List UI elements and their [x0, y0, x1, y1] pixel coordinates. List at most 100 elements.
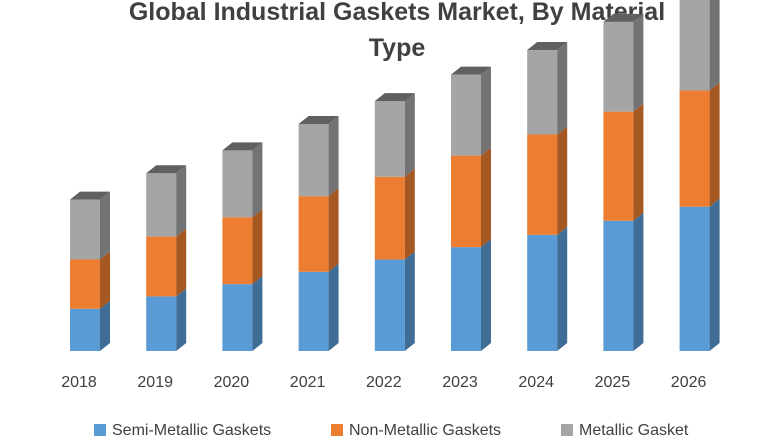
x-axis-ticks: 2018 2019 2020 2021 2022 2023 2024 2025 2026 — [61, 374, 706, 391]
bar-stack-2020 — [222, 142, 263, 351]
bar-side — [252, 276, 263, 351]
legend-item-non-metallic-gaskets: Non-Metallic Gaskets — [331, 422, 501, 439]
bar-metallic-gasket-2021 — [298, 115, 339, 197]
bar-side — [404, 93, 415, 177]
bar-front — [527, 234, 558, 351]
bar-non-metallic-gaskets-2025 — [603, 103, 644, 221]
bar-top — [222, 142, 263, 151]
bar-stack-2018 — [70, 191, 110, 351]
bar-side — [100, 191, 110, 260]
x-tick-label: 2026 — [671, 374, 707, 391]
bar-side — [633, 13, 644, 112]
bar-metallic-gasket-2022 — [374, 93, 415, 177]
bar-side — [100, 300, 110, 351]
bar-non-metallic-gaskets-2020 — [222, 209, 263, 285]
bar-side — [481, 239, 491, 351]
bar-semi-metallic-gaskets-2024 — [527, 226, 568, 351]
chart-title: Global Industrial Gaskets Market, By Mat… — [129, 0, 665, 26]
bar-side — [328, 263, 339, 351]
bar-side — [557, 226, 568, 351]
bar-stack-2022 — [374, 93, 415, 351]
bar-stack-2021 — [298, 115, 339, 351]
bar-semi-metallic-gaskets-2018 — [70, 300, 110, 351]
bar-front — [222, 217, 253, 285]
bar-front — [146, 296, 177, 351]
bar-top — [603, 13, 644, 22]
bar-semi-metallic-gaskets-2025 — [603, 212, 644, 351]
bar-top — [70, 191, 110, 200]
bar-stack-2025 — [603, 13, 644, 351]
legend-label: Metallic Gasket — [579, 422, 689, 439]
legend-swatch — [94, 424, 106, 436]
bar-non-metallic-gaskets-2018 — [70, 251, 110, 309]
bar-metallic-gasket-2020 — [222, 142, 263, 218]
bar-front — [70, 308, 100, 351]
legend-item-metallic-gasket: Metallic Gasket — [561, 422, 689, 439]
bar-non-metallic-gaskets-2024 — [527, 126, 568, 235]
bar-front — [603, 111, 634, 221]
bar-side — [252, 142, 263, 218]
bar-front — [298, 123, 329, 197]
bar-metallic-gasket-2026 — [679, 0, 720, 91]
bar-stack-2023 — [451, 66, 491, 351]
bar-front — [527, 50, 558, 135]
bar-side — [557, 42, 568, 135]
bar-side — [100, 251, 110, 309]
bar-front — [451, 74, 481, 156]
bar-non-metallic-gaskets-2026 — [679, 82, 720, 207]
bar-side — [328, 115, 339, 197]
bars-group — [70, 0, 720, 351]
bar-metallic-gasket-2024 — [527, 42, 568, 135]
bar-front — [146, 236, 177, 297]
bar-side — [328, 188, 339, 272]
bar-front — [679, 90, 710, 207]
bar-front — [70, 199, 100, 260]
x-tick-label: 2023 — [442, 374, 478, 391]
bar-side — [404, 251, 415, 351]
bar-semi-metallic-gaskets-2023 — [451, 239, 491, 351]
bar-side — [709, 198, 720, 351]
bar-front — [374, 176, 405, 260]
bar-side — [481, 66, 491, 156]
x-tick-label: 2025 — [595, 374, 631, 391]
legend-item-semi-metallic-gaskets: Semi-Metallic Gaskets — [94, 422, 271, 439]
legend-label: Non-Metallic Gaskets — [349, 422, 501, 439]
bar-side — [709, 82, 720, 207]
bar-side — [709, 0, 720, 91]
bar-front — [222, 150, 253, 218]
bar-semi-metallic-gaskets-2019 — [146, 288, 187, 351]
x-tick-label: 2019 — [137, 374, 173, 391]
bar-semi-metallic-gaskets-2022 — [374, 251, 415, 351]
bar-side — [252, 209, 263, 285]
x-tick-label: 2024 — [518, 374, 554, 391]
bar-front — [298, 196, 329, 272]
x-tick-label: 2018 — [61, 374, 97, 391]
legend-swatch — [331, 424, 343, 436]
bar-side — [481, 147, 491, 248]
bar-side — [176, 288, 187, 351]
bar-front — [603, 220, 634, 351]
bar-metallic-gasket-2019 — [146, 165, 187, 237]
bar-stack-2026 — [679, 0, 720, 351]
bar-metallic-gasket-2025 — [603, 13, 644, 112]
bar-non-metallic-gaskets-2023 — [451, 147, 491, 248]
bar-side — [404, 168, 415, 260]
bar-top — [451, 66, 491, 75]
bar-front — [527, 134, 558, 235]
legend-label: Semi-Metallic Gaskets — [112, 422, 271, 439]
bar-front — [451, 247, 481, 351]
bar-non-metallic-gaskets-2022 — [374, 168, 415, 260]
bar-front — [603, 21, 634, 112]
bar-stack-2024 — [527, 42, 568, 351]
bar-non-metallic-gaskets-2021 — [298, 188, 339, 272]
bar-front — [298, 271, 329, 351]
bar-non-metallic-gaskets-2019 — [146, 228, 187, 297]
bar-side — [176, 228, 187, 297]
bar-metallic-gasket-2018 — [70, 191, 110, 260]
bar-stack-2019 — [146, 165, 187, 351]
bar-side — [557, 126, 568, 235]
x-tick-label: 2022 — [366, 374, 402, 391]
bar-side — [633, 103, 644, 221]
bar-front — [451, 155, 481, 248]
